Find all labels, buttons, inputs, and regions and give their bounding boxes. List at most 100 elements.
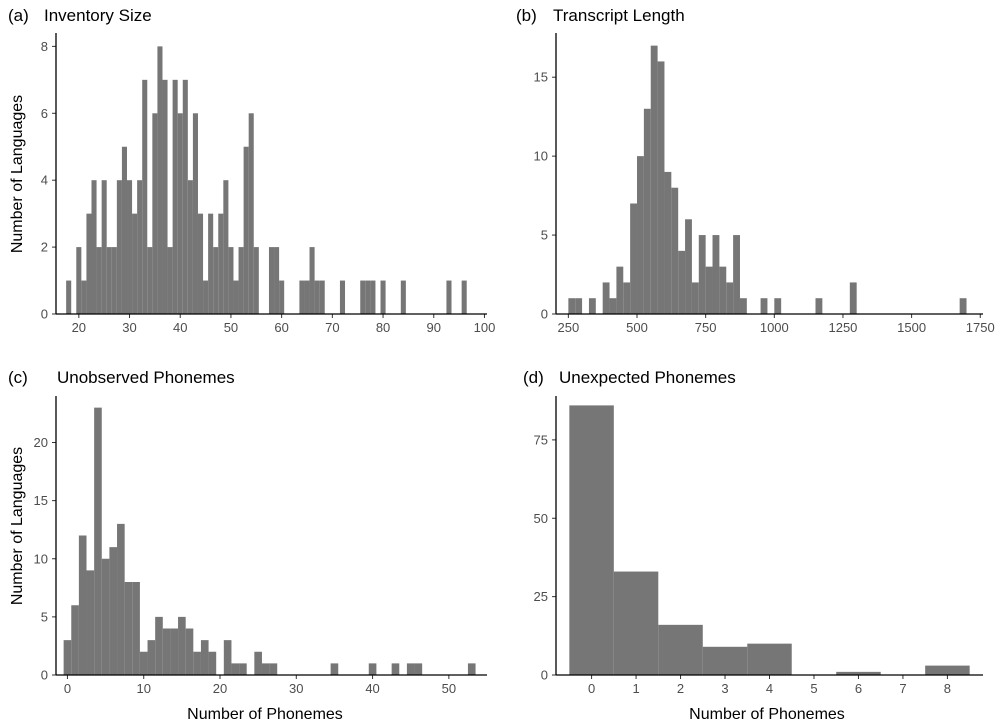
panel-b-bar — [657, 61, 665, 314]
panel-b-x-tick-label: 250 — [558, 320, 580, 335]
panel-b-bar — [685, 219, 692, 314]
panel-a-bar — [243, 146, 249, 314]
panel-d-bar — [613, 571, 659, 675]
panel-a-x-tick-label: 80 — [376, 320, 390, 335]
panel-a-x-tick-label: 30 — [122, 320, 136, 335]
panel-a-bar — [203, 280, 209, 314]
panel-a-bar — [162, 79, 168, 314]
panel-c-x-tick-label: 10 — [136, 681, 150, 696]
panel-c-bar — [63, 640, 72, 676]
panel-a-label: (a) — [8, 6, 29, 25]
panel-c-bar — [330, 663, 339, 676]
panel-b-bar — [664, 171, 672, 314]
panel-a-bar — [76, 247, 82, 314]
panel-d-bar — [925, 665, 970, 675]
panel-c-bar — [162, 628, 171, 675]
panel-d-x-tick-label: 0 — [588, 681, 595, 696]
panel-c-bar — [117, 523, 125, 676]
panel-b: (b) Transcript Length 250 500 750 1000 1250 1… — [516, 6, 995, 335]
panel-d-x-tick-label: 2 — [677, 681, 684, 696]
panel-d-x-tick-label: 8 — [944, 681, 951, 696]
panel-c-x-tick-label: 30 — [289, 681, 303, 696]
panel-a-bar — [167, 247, 173, 314]
panel-c-bar — [193, 651, 201, 675]
panel-b-bar — [643, 108, 651, 314]
panel-a-bar — [238, 247, 244, 314]
panel-c-x-tick-label: 20 — [213, 681, 227, 696]
panel-b-bar — [609, 298, 617, 314]
panel-c-title: Unobserved Phonemes — [57, 368, 235, 387]
panel-a-bar — [299, 280, 305, 314]
panel-a-bar — [253, 247, 259, 314]
panel-c-bar — [124, 582, 133, 675]
panel-d-bars — [569, 405, 970, 675]
panel-b-bar — [733, 235, 740, 314]
panel-a-bar — [197, 213, 204, 314]
panel-c-x-tick-label: 0 — [64, 681, 71, 696]
panel-a-bar — [66, 280, 72, 314]
panel-a-bar — [132, 213, 138, 314]
panel-c-bar — [86, 570, 95, 676]
panel-a-bar — [177, 113, 183, 314]
panel-b-y-tick-label: 10 — [534, 149, 548, 164]
panel-a-bar — [218, 213, 224, 314]
panel-d-x-tick-label: 1 — [632, 681, 639, 696]
panel-b-ticks: 250 500 750 1000 1250 1500 1750 0 5 10 15 — [534, 70, 995, 335]
panel-a-bar — [96, 247, 102, 314]
panel-b-bar — [602, 282, 610, 314]
panel-d-bar — [658, 624, 703, 675]
panel-b-bar — [849, 282, 857, 314]
panel-c-bar — [208, 651, 217, 675]
panel-a-y-tick-label: 2 — [41, 240, 48, 255]
panel-d-y-tick-label: 75 — [534, 432, 548, 447]
panel-c-y-tick-label: 0 — [41, 668, 48, 683]
panel-d-bar — [836, 671, 881, 675]
panel-b-bar — [650, 45, 658, 314]
panel-a-bar — [157, 46, 163, 314]
panel-b-bar — [774, 298, 782, 314]
panel-a-bar — [365, 280, 371, 314]
panel-c-label: (c) — [8, 368, 28, 387]
panel-b-bar — [616, 266, 624, 314]
panel-d: (d) Unexpected Phonemes Number of Phonem… — [523, 368, 983, 723]
panel-c-bar — [94, 407, 102, 676]
panel-a-x-tick-label: 50 — [224, 320, 238, 335]
panel-b-bar — [637, 156, 644, 314]
panel-a-bar — [192, 113, 198, 314]
panel-b-x-tick-label: 1750 — [966, 320, 995, 335]
panel-b-bar — [760, 298, 768, 314]
panel-b-bar — [568, 298, 576, 314]
panel-c-bar — [200, 640, 209, 676]
panel-a-bar — [137, 180, 143, 314]
panel-a-x-tick-label: 70 — [325, 320, 339, 335]
panel-a-bar — [101, 180, 107, 314]
panel-d-ticks: 0 1 2 3 4 5 6 7 8 0 25 50 75 — [534, 432, 952, 696]
panel-a-bar — [314, 280, 320, 314]
panel-a-bar — [208, 213, 214, 314]
panel-d-y-tick-label: 0 — [541, 668, 548, 683]
panel-c-y-tick-label: 15 — [34, 493, 48, 508]
panel-a-bar — [182, 79, 188, 314]
panel-b-bar — [698, 235, 706, 314]
panel-c-y-tick-label: 20 — [34, 435, 48, 450]
panel-a-bar — [360, 280, 366, 314]
panel-a-bars — [66, 46, 467, 314]
panel-b-x-tick-label: 1000 — [760, 320, 789, 335]
panel-b-label: (b) — [516, 6, 537, 25]
panel-c-ylabel: Number of Languages — [9, 447, 26, 605]
panel-b-bar — [575, 298, 583, 314]
panel-a-bar — [142, 79, 148, 314]
panel-a-y-tick-label: 0 — [41, 307, 48, 322]
panel-c-y-tick-label: 10 — [34, 551, 48, 566]
panel-c-bar — [139, 651, 148, 675]
panel-a-bar — [248, 113, 254, 314]
panel-a-bar — [116, 180, 122, 314]
panel-c-bar — [78, 535, 87, 675]
panel-a-title: Inventory Size — [44, 6, 152, 25]
panel-c-x-tick-label: 50 — [442, 681, 456, 696]
panel-a-bar — [81, 280, 87, 314]
panel-a-ylabel: Number of Languages — [9, 95, 26, 253]
panel-d-bar — [747, 643, 792, 675]
panel-c-bar — [406, 663, 415, 676]
